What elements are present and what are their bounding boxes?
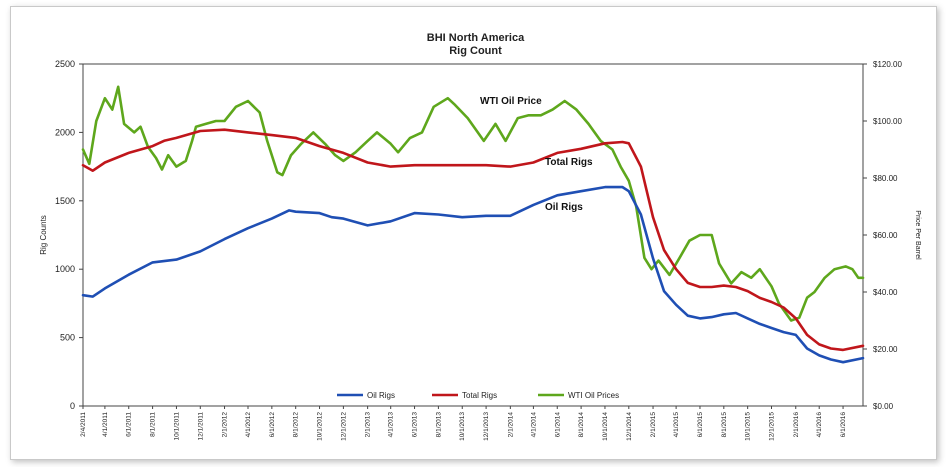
x-tick-label: 10/1/2012 [317,412,324,441]
y2-tick-label: $20.00 [873,345,898,354]
y2-tick-label: $100.00 [873,117,902,126]
y2-axis-label: Price Per Barrel [914,210,921,260]
x-tick-label: 4/1/2011 [102,412,109,437]
x-tick-label: 4/1/2015 [673,412,680,438]
legend-label: Total Rigs [462,391,497,400]
x-tick-label: 2/1/2016 [793,412,800,438]
x-tick-label: 4/1/2013 [388,412,395,438]
chart-annotation: Oil Rigs [545,202,583,213]
x-tick-label: 4/1/2014 [530,412,537,438]
x-tick-label: 6/1/2013 [412,412,419,438]
series-line-oil-rigs [81,185,865,364]
x-tick-label: 2/1/2014 [507,412,514,438]
x-tick-label: 2/4/2011 [80,412,87,437]
x-tick-label: 10/1/2013 [459,412,466,441]
x-tick-label: 8/1/2011 [150,412,157,437]
plot-area [82,63,864,407]
chart-title: BHI North America [426,32,525,44]
x-tick-label: 4/1/2016 [816,412,823,438]
y-tick-label: 2500 [55,59,75,69]
x-tick-label: 12/1/2013 [483,412,490,441]
y-tick-label: 1500 [55,196,75,206]
x-tick-label: 12/1/2015 [769,412,776,441]
x-tick-label: 6/1/2014 [554,412,561,438]
x-tick-label: 2/1/2015 [650,412,657,438]
series-line-wti-oil-prices [81,85,865,322]
chart-annotation: WTI Oil Price [480,96,542,107]
chart-subtitle: Rig Count [449,45,502,57]
x-tick-label: 12/1/2012 [340,412,347,441]
x-tick-label: 10/1/2015 [745,412,752,441]
legend-label: WTI Oil Prices [568,391,619,400]
y-tick-label: 1000 [55,264,75,274]
x-tick-label: 4/1/2012 [245,412,252,438]
x-tick-label: 6/1/2016 [840,412,847,438]
y-tick-label: 500 [60,333,75,343]
x-tick-label: 2/1/2012 [222,412,229,438]
y2-tick-label: $40.00 [873,288,898,297]
y-axis-label: Rig Counts [39,215,48,255]
y2-tick-label: $60.00 [873,231,898,240]
series-line-total-rigs [81,128,865,352]
x-tick-label: 12/1/2011 [197,412,204,441]
x-tick-label: 6/1/2011 [126,412,133,437]
legend-label: Oil Rigs [367,391,395,400]
chart-annotation: Total Rigs [545,157,593,168]
x-tick-label: 10/1/2014 [602,412,609,441]
x-tick-label: 6/1/2015 [697,412,704,438]
x-tick-label: 8/1/2013 [435,412,442,438]
x-tick-label: 8/1/2015 [721,412,728,438]
y2-tick-label: $120.00 [873,60,902,69]
y-tick-label: 2000 [55,127,75,137]
y2-tick-label: $80.00 [873,174,898,183]
x-tick-label: 12/1/2014 [626,412,633,441]
x-tick-label: 2/1/2013 [365,412,372,438]
chart-frame [10,6,937,460]
x-tick-label: 8/1/2012 [293,412,300,438]
y2-tick-label: $0.00 [873,402,894,411]
y-tick-label: 0 [70,401,75,411]
x-tick-label: 10/1/2011 [173,412,180,441]
x-tick-label: 8/1/2014 [578,412,585,438]
x-tick-label: 6/1/2012 [269,412,276,438]
